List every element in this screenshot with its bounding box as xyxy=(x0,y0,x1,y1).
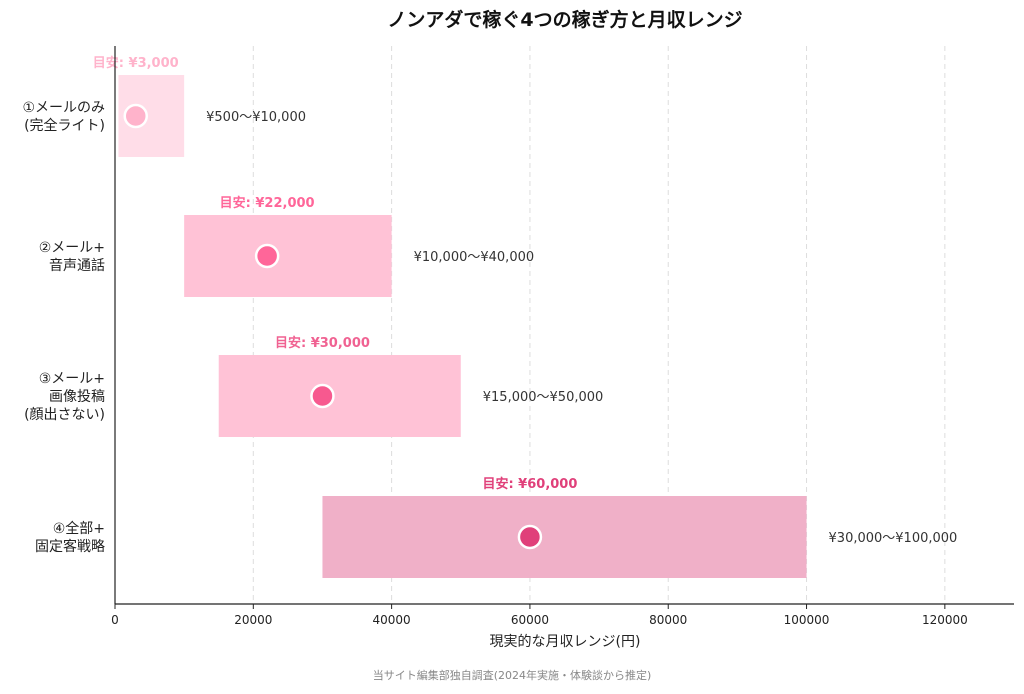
range-bar xyxy=(184,215,392,297)
category-label: 画像投稿 xyxy=(49,389,105,405)
range-bar xyxy=(218,355,461,437)
x-tick-label: 20000 xyxy=(234,613,272,627)
source-note: 当サイト編集部独自調査(2024年実施・体験談から推定) xyxy=(373,668,652,682)
category-label: ③メール+ xyxy=(39,371,105,387)
target-dot xyxy=(123,103,148,129)
axes xyxy=(114,46,1014,605)
category-label: ④全部+ xyxy=(53,520,105,537)
chart-title: ノンアダで稼ぐ4つの稼ぎ方と月収レンジ xyxy=(387,8,742,31)
category-label: ①メールのみ xyxy=(22,100,105,116)
x-tick-label: 40000 xyxy=(373,613,411,627)
x-tick-label: 0 xyxy=(111,613,119,627)
category-label: (完全ライト) xyxy=(24,117,105,134)
category-label: (顔出さない) xyxy=(24,407,105,423)
x-tick-label: 120000 xyxy=(922,613,968,627)
target-dot xyxy=(310,383,335,409)
range-bar xyxy=(322,496,807,578)
x-tick-label: 60000 xyxy=(511,613,549,627)
x-tick-label: 100000 xyxy=(784,613,830,627)
category-label: 音声通話 xyxy=(49,257,105,274)
target-label: 目安: ¥30,000 xyxy=(275,335,370,351)
target-dot xyxy=(517,524,543,550)
grid-lines xyxy=(252,46,946,604)
category-label: ②メール+ xyxy=(39,240,105,256)
x-axis-title: 現実的な月収レンジ(円) xyxy=(490,634,641,650)
target-dot xyxy=(254,243,280,269)
x-ticks: 0 20000 40000 60000 80000 100000 120000 xyxy=(111,604,968,627)
target-label: 目安: ¥22,000 xyxy=(220,195,315,211)
range-label: ¥30,000〜¥100,000 xyxy=(829,531,958,546)
category-labels: ①メールのみ(完全ライト) ②メール+音声通話 ③メール+ 画像投稿 (顔出さない) ④全… xyxy=(22,100,105,555)
range-label: ¥15,000〜¥50,000 xyxy=(483,390,604,405)
range-label: ¥10,000〜¥40,000 xyxy=(414,250,535,265)
target-label: 目安: ¥60,000 xyxy=(482,476,577,492)
category-label: 固定客戦略 xyxy=(35,538,105,555)
x-tick-label: 80000 xyxy=(649,613,687,627)
target-label: 目安: ¥3,000 xyxy=(93,55,179,71)
range-label: ¥500〜¥10,000 xyxy=(206,110,306,125)
range-bars: 目安: ¥3,000 ¥500〜¥10,000 目安: ¥22,000 ¥10,000… xyxy=(93,55,958,578)
